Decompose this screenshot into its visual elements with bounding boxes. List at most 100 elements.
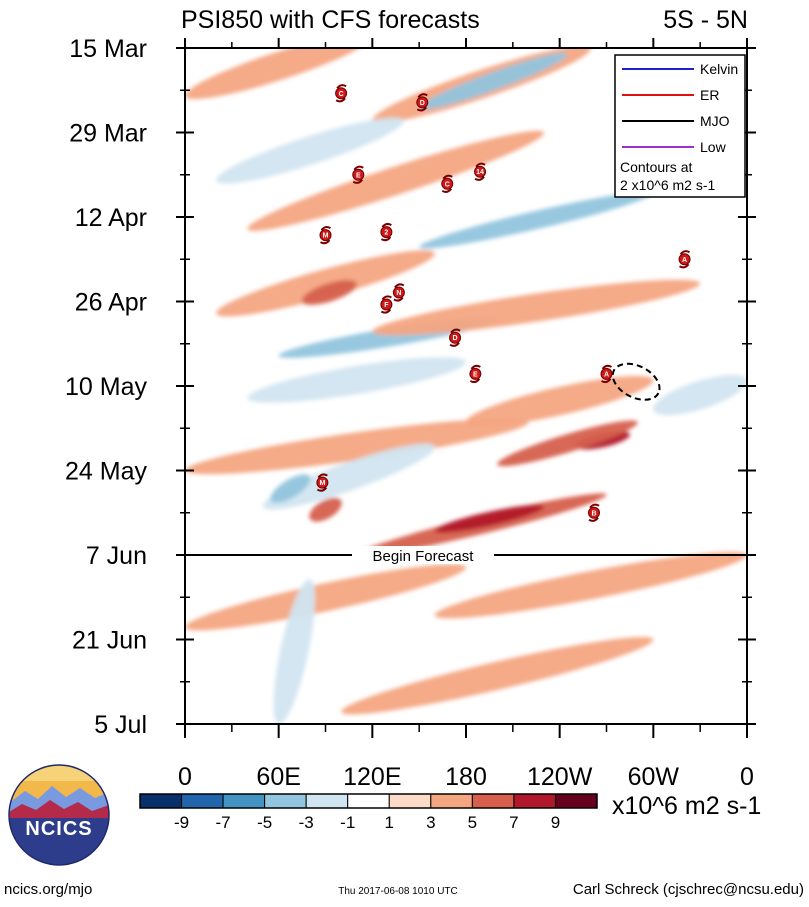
anomaly-band-5 bbox=[419, 191, 654, 249]
anomaly-band-19 bbox=[309, 497, 342, 522]
colorbar-swatch bbox=[222, 793, 266, 809]
colorbar-tick-label: -7 bbox=[216, 813, 231, 832]
tc-label: C bbox=[445, 181, 450, 188]
tc-arm-bottom bbox=[316, 486, 328, 492]
legend-label-er: ER bbox=[700, 87, 719, 103]
tc-label: E bbox=[473, 371, 478, 378]
tc-arm-top bbox=[320, 225, 332, 231]
colorbar-swatch bbox=[264, 793, 307, 809]
colorbar-swatch bbox=[139, 793, 183, 809]
anomaly-band-20 bbox=[185, 564, 467, 631]
tc-marker: E bbox=[352, 165, 365, 184]
colorbar-swatch bbox=[554, 793, 598, 809]
tc-arm-bottom bbox=[449, 342, 460, 347]
tropical-cyclone-markers: C D E C 14 M 2 A NF D E A M B bbox=[316, 84, 691, 522]
colorbar-tick-label: -3 bbox=[299, 813, 314, 832]
tc-arm-bottom bbox=[474, 176, 485, 181]
colorbar-swatch bbox=[430, 793, 473, 809]
colorbar-swatch bbox=[181, 793, 224, 809]
forecast-divider: Begin Forecast bbox=[185, 546, 747, 565]
logo-text: NCICS bbox=[25, 818, 92, 840]
tc-arm-bottom bbox=[416, 106, 428, 112]
tc-arm-bottom bbox=[380, 308, 392, 314]
legend-box bbox=[614, 54, 746, 198]
tc-arm-bottom bbox=[469, 378, 481, 384]
tc-symbol bbox=[588, 506, 601, 519]
colorbar: -9 -7 -5 -3 -1 1 3 5 7 9 bbox=[139, 793, 598, 832]
tc-arm-bottom bbox=[380, 236, 392, 242]
anomaly-band-2 bbox=[216, 117, 404, 184]
legend-note-line1: Contours at bbox=[620, 159, 692, 175]
colorbar-tick-label: 9 bbox=[551, 813, 560, 832]
tc-arm-top bbox=[442, 174, 453, 180]
legend-label-kelvin: Kelvin bbox=[700, 61, 738, 77]
colorbar-tick-label: -9 bbox=[174, 813, 189, 832]
colorbar-frame bbox=[139, 793, 598, 809]
tc-marker: D bbox=[449, 328, 462, 347]
tc-label: E bbox=[356, 172, 361, 179]
tc-label: C bbox=[339, 91, 344, 98]
tc-marker: 14 bbox=[474, 162, 487, 181]
anomaly-band-9 bbox=[372, 279, 701, 336]
anomaly-band-23 bbox=[341, 637, 654, 715]
tc-label: A bbox=[604, 371, 609, 378]
tc-arm-top bbox=[317, 473, 328, 479]
tc-label: M bbox=[323, 233, 329, 240]
tc-arm-top bbox=[394, 283, 405, 289]
y-tick-label: 21 Jun bbox=[72, 627, 147, 655]
y-tick-label: 15 Mar bbox=[69, 35, 147, 63]
tc-marker: B bbox=[588, 503, 601, 522]
tc-marker: A bbox=[678, 250, 691, 269]
anomaly-band-0 bbox=[185, 48, 373, 100]
tc-arm-top bbox=[679, 250, 691, 255]
tc-arm-top bbox=[381, 222, 392, 228]
footer-author: Carl Schreck (cjschrec@ncsu.edu) bbox=[573, 881, 804, 898]
tc-arm-bottom bbox=[319, 239, 331, 245]
y-tick-label: 10 May bbox=[65, 373, 147, 401]
legend-label-low: Low bbox=[700, 139, 727, 155]
forecast-label: Begin Forecast bbox=[373, 548, 475, 565]
footer-timestamp: Thu 2017-06-08 1010 UTC bbox=[338, 886, 458, 897]
tc-arm-bottom bbox=[600, 378, 612, 384]
colorbar-tick-label: -5 bbox=[257, 813, 272, 832]
colorbar-tick-label: -1 bbox=[340, 813, 355, 832]
tc-arm-top bbox=[381, 295, 392, 301]
colorbar-swatch bbox=[305, 793, 349, 809]
colorbar-swatch bbox=[347, 793, 390, 809]
tc-label: D bbox=[453, 335, 458, 342]
tc-label: F bbox=[384, 302, 389, 309]
colorbar-tick-label: 3 bbox=[426, 813, 435, 832]
chart-title: PSI850 with CFS forecasts bbox=[181, 6, 480, 34]
tc-arm-top bbox=[601, 364, 613, 370]
tc-symbol bbox=[469, 367, 482, 380]
y-tick-label: 5 Jul bbox=[94, 711, 147, 739]
legend-label-mjo: MJO bbox=[700, 113, 730, 129]
tc-symbol bbox=[352, 168, 365, 181]
axes: 15 Mar 29 Mar 12 Apr 26 Apr 10 May 24 May 7 Ju… bbox=[65, 35, 756, 791]
tc-marker: D bbox=[416, 93, 429, 112]
tc-arm-top bbox=[336, 84, 347, 89]
x-tick-label: 60W bbox=[628, 763, 680, 791]
tc-marker: C bbox=[335, 84, 348, 103]
legend-note-line2: 2 x10^6 m2 s-1 bbox=[620, 177, 715, 193]
tc-symbol bbox=[416, 96, 429, 109]
tc-marker: N bbox=[392, 283, 405, 302]
colorbar-tick-label: 1 bbox=[385, 813, 394, 832]
legend: Kelvin ER MJO Low Contours at 2 x10^6 m2 s-… bbox=[614, 54, 746, 198]
footer-website: ncics.org/mjo bbox=[4, 881, 92, 898]
tc-label: B bbox=[591, 510, 596, 517]
forecast-label-background bbox=[352, 546, 494, 564]
tc-symbol bbox=[449, 331, 462, 344]
tc-arm-top bbox=[470, 364, 481, 370]
tc-arm-bottom bbox=[588, 517, 599, 522]
x-tick-label: 0 bbox=[740, 763, 754, 791]
y-tick-label: 29 Mar bbox=[69, 120, 147, 148]
anomaly-band-11 bbox=[465, 375, 654, 427]
x-tick-label: 60E bbox=[256, 763, 300, 791]
colorbar-swatch bbox=[388, 793, 432, 809]
tc-arm-top bbox=[353, 165, 364, 171]
anomaly-band-15 bbox=[262, 443, 435, 510]
tc-arm-top bbox=[417, 93, 428, 98]
anomaly-band-10 bbox=[247, 357, 467, 403]
anomaly-band-6 bbox=[216, 250, 435, 317]
